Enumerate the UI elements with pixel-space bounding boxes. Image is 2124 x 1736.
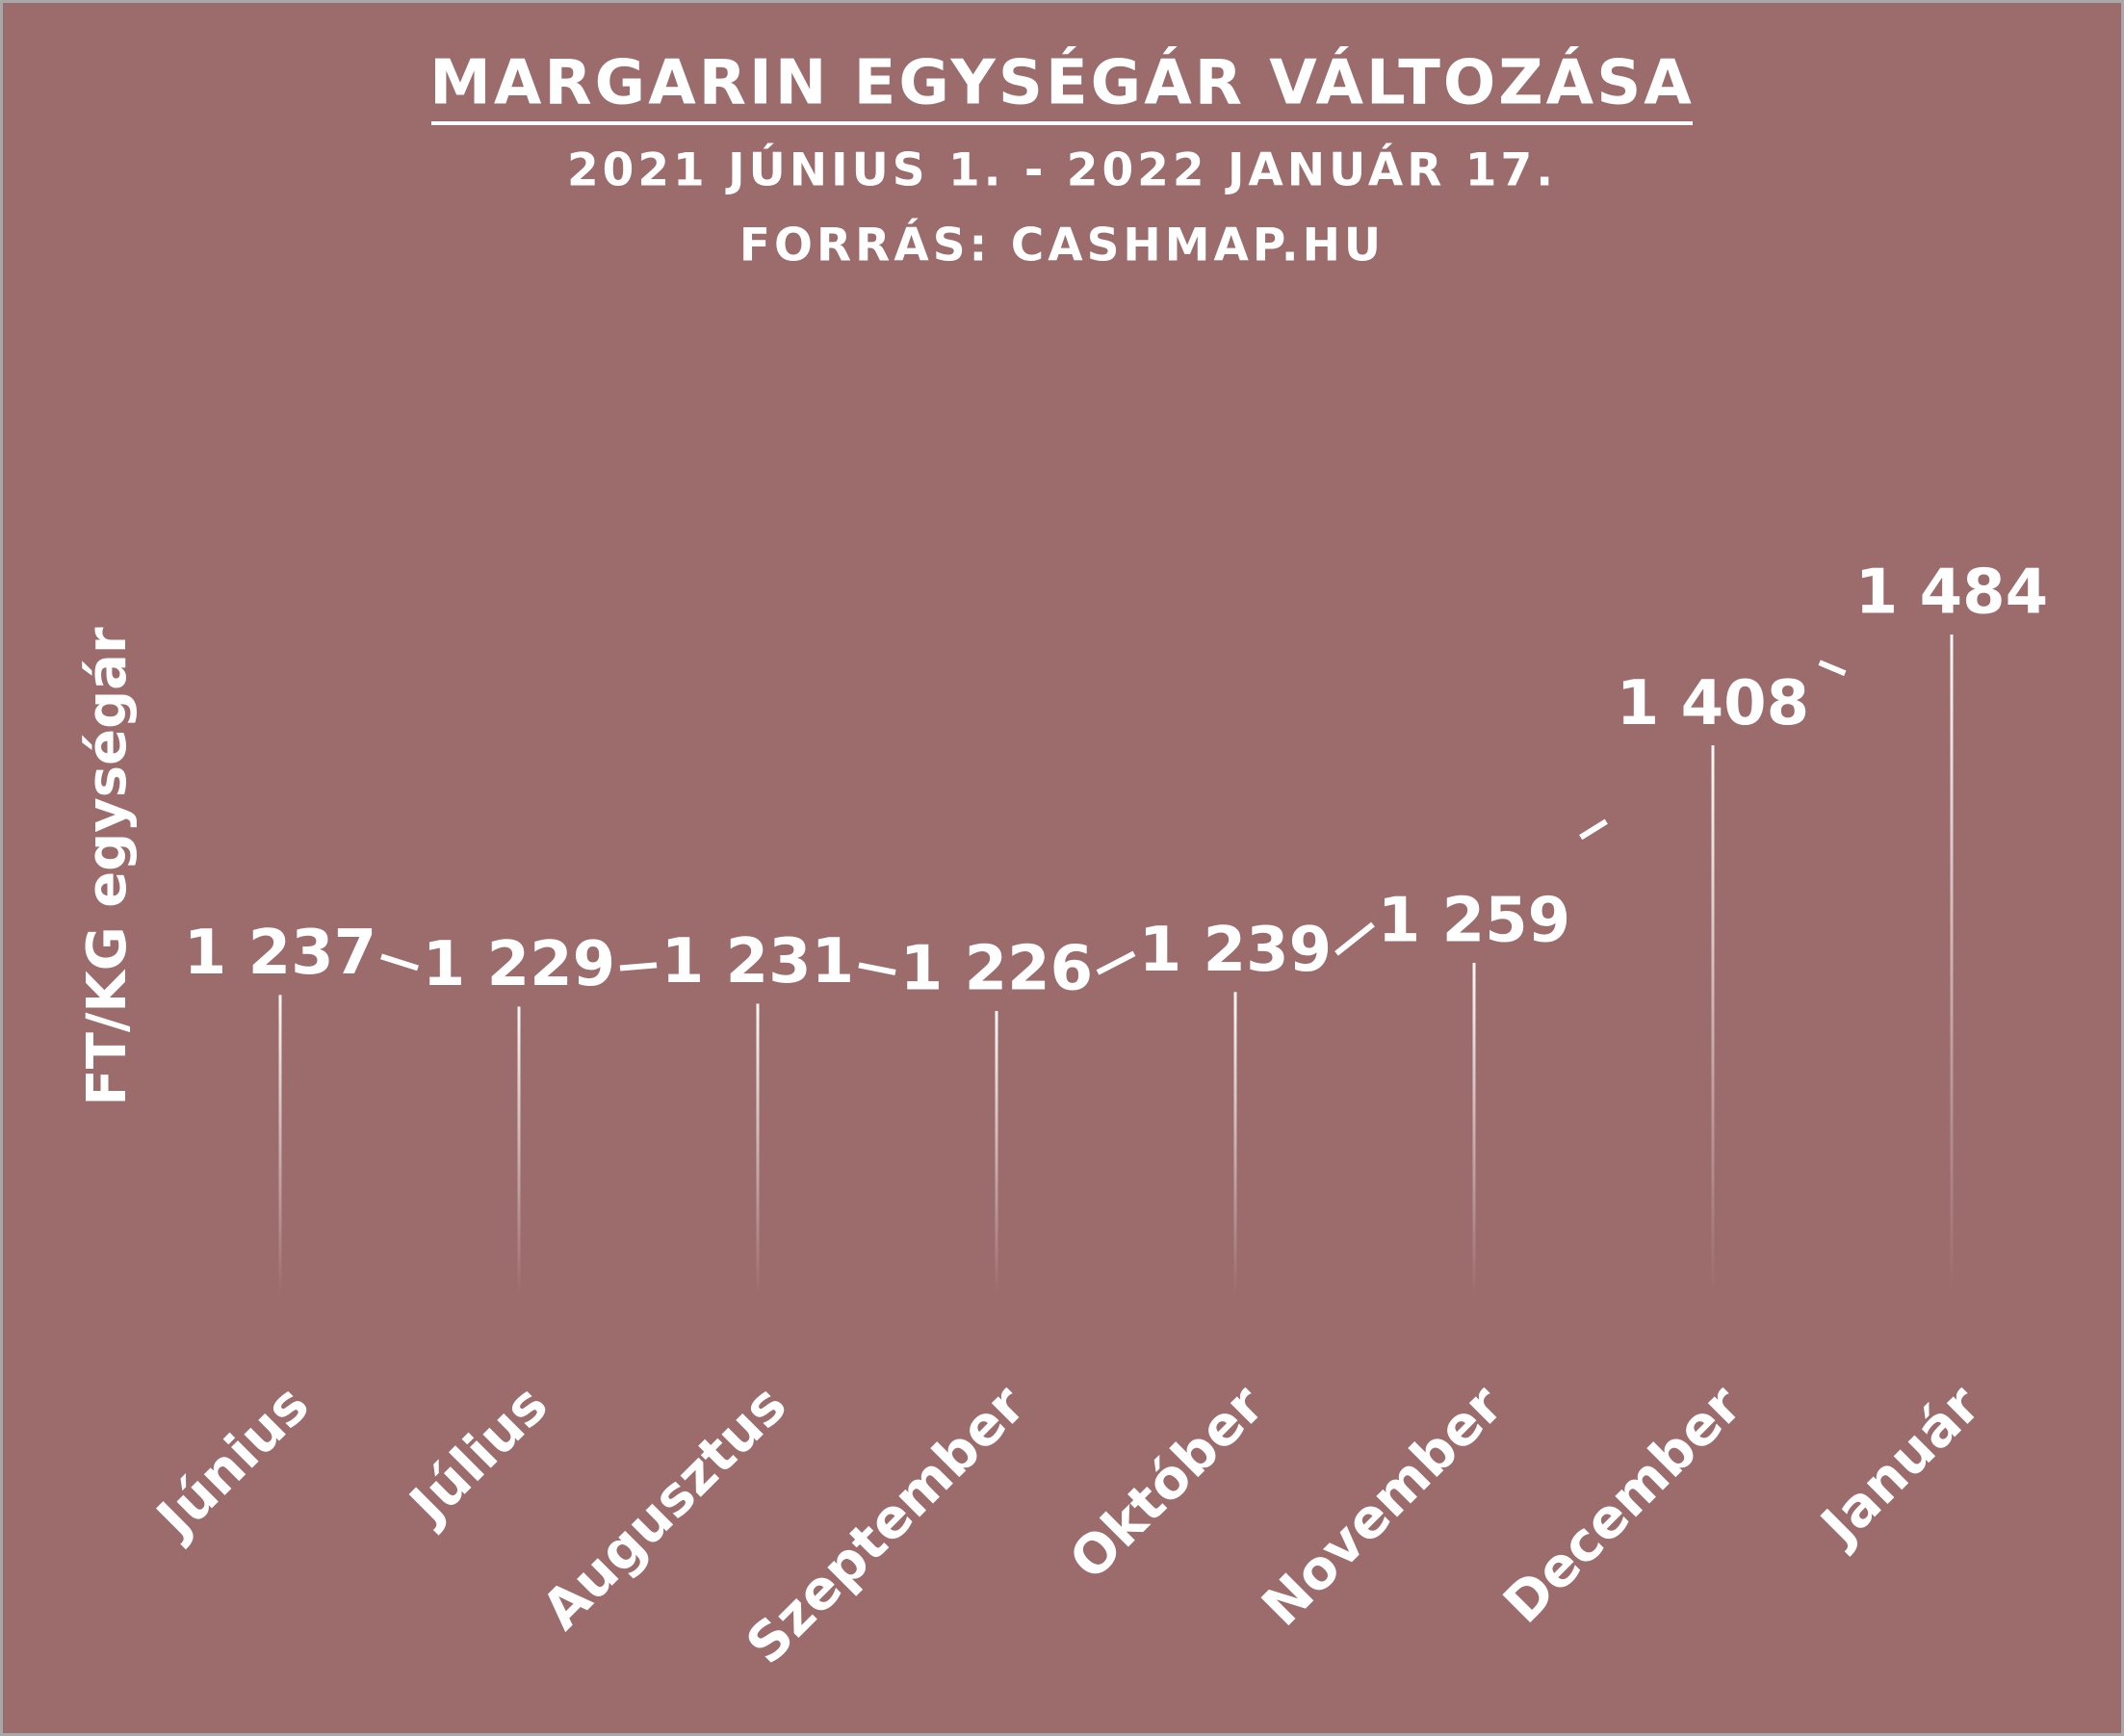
drop-line <box>1472 962 1476 1295</box>
drop-line <box>1950 635 1954 1295</box>
connector <box>1096 950 1136 975</box>
connector <box>1334 921 1375 956</box>
data-label: 1 229 <box>423 929 615 1000</box>
data-label: 1 237 <box>184 918 376 989</box>
data-label: 1 231 <box>661 926 854 998</box>
connector <box>619 962 658 972</box>
data-label: 1 408 <box>1617 668 1809 739</box>
drop-line <box>756 1003 760 1295</box>
connector <box>1579 818 1608 841</box>
drop-line <box>995 1011 998 1295</box>
drop-line <box>1711 745 1715 1295</box>
data-label: 1 484 <box>1855 557 2048 629</box>
connector <box>858 962 896 975</box>
y-axis-label: FT/KG egységár <box>76 627 139 1106</box>
drop-line <box>278 995 282 1295</box>
data-label: 1 239 <box>1139 915 1332 986</box>
data-label: 1 226 <box>900 934 1093 1005</box>
source: FORRÁS: CASHMAP.HU <box>739 220 1385 272</box>
connector <box>380 953 419 972</box>
data-label: 1 259 <box>1378 886 1570 957</box>
chart-title: MARGARIN EGYSÉGÁR VÁLTOZÁSA <box>429 46 1695 119</box>
connector <box>1818 660 1847 677</box>
drop-line <box>1233 992 1237 1295</box>
drop-line <box>517 1006 521 1295</box>
subtitle: 2021 JÚNIUS 1. - 2022 JANUÁR 17. <box>567 144 1557 197</box>
